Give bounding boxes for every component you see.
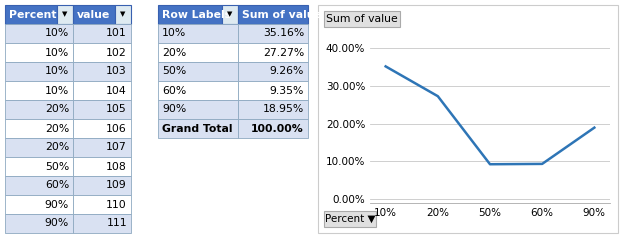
Bar (238, 62, 308, 81)
Text: Grand Total: Grand Total (162, 124, 233, 134)
Bar (5, 138, 73, 157)
Text: 10%: 10% (45, 85, 69, 95)
Bar (158, 119, 238, 138)
Text: 9.35%: 9.35% (269, 85, 304, 95)
Text: 10%: 10% (45, 29, 69, 39)
Bar (158, 100, 238, 119)
Bar (73, 43, 131, 62)
Text: 103: 103 (106, 66, 127, 76)
Bar (73, 5, 115, 24)
Text: 50%: 50% (45, 162, 69, 172)
Text: 101: 101 (106, 29, 127, 39)
Bar (73, 214, 131, 233)
Bar (73, 81, 131, 100)
Text: 90%: 90% (45, 218, 69, 228)
Text: 109: 109 (106, 180, 127, 190)
Bar (5, 100, 73, 119)
Bar (238, 24, 308, 43)
Bar (158, 24, 238, 43)
Text: 110: 110 (106, 199, 127, 209)
Text: 20%: 20% (45, 104, 69, 114)
Bar (238, 81, 308, 100)
Bar (73, 176, 131, 195)
Text: 105: 105 (106, 104, 127, 114)
Text: 9.26%: 9.26% (269, 66, 304, 76)
Bar (5, 24, 73, 43)
Text: 100.00%: 100.00% (251, 124, 304, 134)
Text: 10%: 10% (45, 48, 69, 58)
Bar (5, 119, 73, 138)
Text: 104: 104 (106, 85, 127, 95)
Text: 20%: 20% (45, 143, 69, 153)
Bar (57, 5, 73, 24)
Text: 27.27%: 27.27% (262, 48, 304, 58)
Bar (73, 24, 131, 43)
Bar (5, 43, 73, 62)
Text: ▼: ▼ (62, 11, 68, 18)
Bar (158, 5, 222, 24)
Bar (318, 5, 618, 233)
Bar (222, 5, 238, 24)
Text: 20%: 20% (45, 124, 69, 134)
Bar (73, 195, 131, 214)
Bar (238, 119, 308, 138)
Text: 10%: 10% (162, 29, 186, 39)
Bar (5, 81, 73, 100)
Text: 20%: 20% (162, 48, 186, 58)
Text: Percent ▼: Percent ▼ (325, 214, 375, 224)
Bar (5, 176, 73, 195)
Bar (158, 43, 238, 62)
Bar (158, 81, 238, 100)
Bar (73, 157, 131, 176)
Bar (73, 119, 131, 138)
Text: Percent: Percent (9, 10, 57, 20)
Text: Sum of value: Sum of value (242, 10, 322, 20)
Bar (324, 211, 376, 227)
Text: ▼: ▼ (120, 11, 126, 18)
Bar (158, 62, 238, 81)
Bar (5, 214, 73, 233)
Text: 111: 111 (106, 218, 127, 228)
Text: 108: 108 (106, 162, 127, 172)
Text: 60%: 60% (162, 85, 186, 95)
Bar (73, 138, 131, 157)
Text: Row Labels: Row Labels (162, 10, 231, 20)
Bar (5, 5, 57, 24)
Bar (5, 195, 73, 214)
Text: 90%: 90% (162, 104, 186, 114)
Bar (238, 43, 308, 62)
Text: 106: 106 (106, 124, 127, 134)
Bar (324, 11, 400, 27)
Bar (73, 62, 131, 81)
Bar (238, 100, 308, 119)
Text: 18.95%: 18.95% (262, 104, 304, 114)
Text: 50%: 50% (162, 66, 186, 76)
Text: 60%: 60% (45, 180, 69, 190)
Text: Sum of value: Sum of value (326, 14, 398, 24)
Bar (5, 157, 73, 176)
Bar (5, 62, 73, 81)
Text: 35.16%: 35.16% (262, 29, 304, 39)
Text: value: value (77, 10, 110, 20)
Bar (73, 100, 131, 119)
Bar (238, 5, 308, 24)
Text: 107: 107 (106, 143, 127, 153)
Text: 102: 102 (106, 48, 127, 58)
Bar (115, 5, 131, 24)
Text: 90%: 90% (45, 199, 69, 209)
Text: 10%: 10% (45, 66, 69, 76)
Text: ▼: ▼ (227, 11, 233, 18)
